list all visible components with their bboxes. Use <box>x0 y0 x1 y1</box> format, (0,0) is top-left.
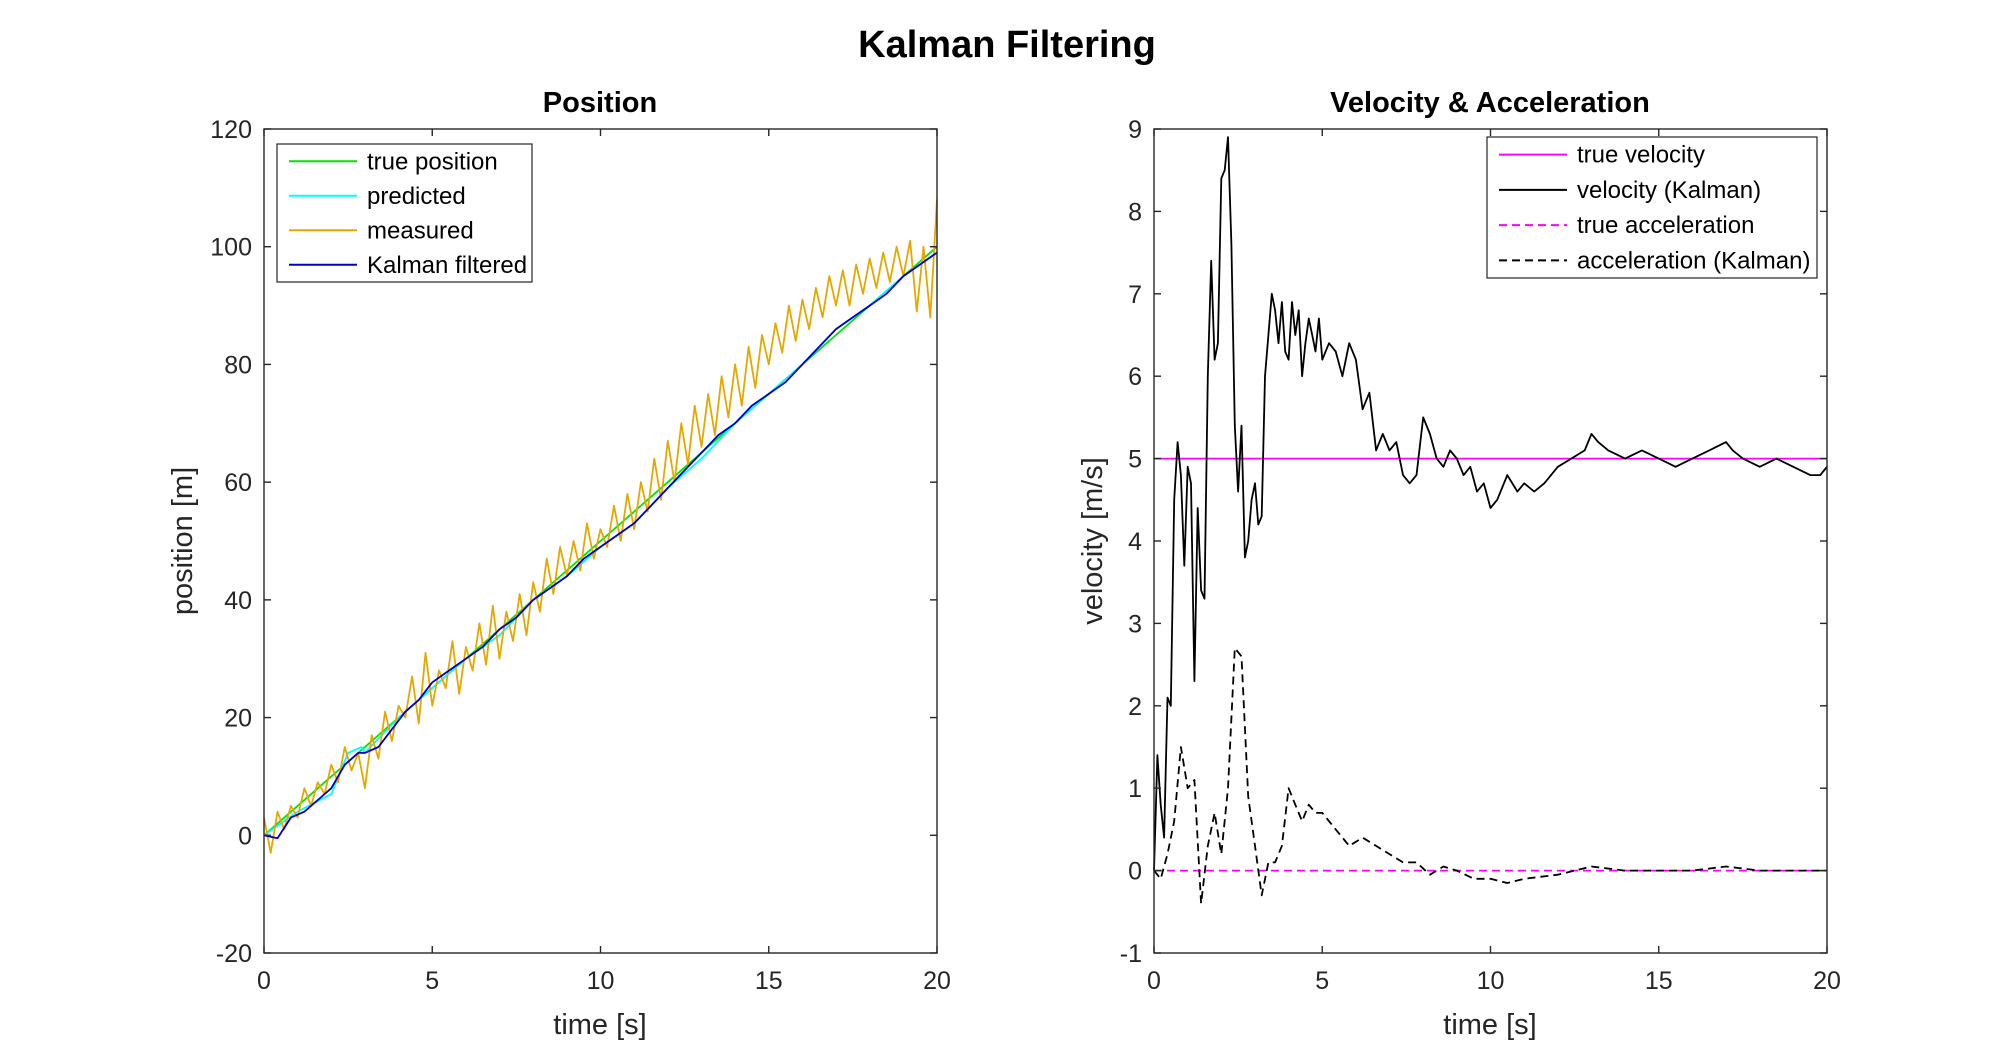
y-tick-label: 4 <box>1128 528 1142 556</box>
x-tick-label: 0 <box>257 967 271 995</box>
legend-entry-true-acceleration: true acceleration <box>1577 212 1754 239</box>
y-tick-label: 8 <box>1128 198 1142 226</box>
y-axis-label: velocity [m/s] <box>1077 457 1109 625</box>
y-axis-label: position [m] <box>167 467 199 615</box>
y-tick-label: 20 <box>224 705 252 733</box>
y-tick-label: 7 <box>1128 281 1142 309</box>
series-group <box>1153 136 1828 905</box>
series-line-acceleration-kalman <box>1153 647 1827 905</box>
y-tick-label: 6 <box>1128 363 1142 391</box>
x-tick-label: 5 <box>425 967 439 995</box>
chart-title: Position <box>543 87 657 119</box>
x-axis-label: time [s] <box>553 1009 646 1041</box>
legend-entry-kalman-filtered: Kalman filtered <box>367 252 527 279</box>
x-tick-label: 20 <box>923 967 951 995</box>
x-tick-label: 15 <box>755 967 783 995</box>
y-tick-label: 120 <box>210 116 252 144</box>
legend-entry-predicted: predicted <box>367 183 466 210</box>
legend-entry-acceleration-kalman: acceleration (Kalman) <box>1577 247 1810 274</box>
series-line-kalman-filtered <box>263 251 938 840</box>
legend-entry-true-velocity: true velocity <box>1577 142 1705 169</box>
legend-entry-true-position: true position <box>367 148 498 175</box>
y-tick-label: 2 <box>1128 693 1142 721</box>
x-tick-label: 10 <box>1477 967 1505 995</box>
series-line-true-position <box>263 246 938 836</box>
series-line-velocity-kalman <box>1153 136 1828 871</box>
legend-box <box>276 143 533 283</box>
y-tick-label: 1 <box>1128 775 1142 803</box>
y-tick-label: 9 <box>1128 116 1142 144</box>
y-tick-label: 80 <box>224 351 252 379</box>
legend-entry-velocity-kalman: velocity (Kalman) <box>1577 177 1761 204</box>
chart-title: Velocity & Acceleration <box>1330 87 1650 119</box>
legend: true position predicted measured Kalman fil… <box>276 143 533 283</box>
series-group <box>263 199 938 854</box>
legend-box <box>1486 136 1818 279</box>
figure-title: Kalman Filtering <box>858 24 1156 66</box>
y-tick-label: 5 <box>1128 446 1142 474</box>
y-tick-label: 60 <box>224 469 252 497</box>
y-tick-label: 0 <box>238 822 252 850</box>
legend-entry-measured: measured <box>367 217 474 244</box>
x-axis-label: time [s] <box>1443 1009 1536 1041</box>
y-tick-label: 0 <box>1128 858 1142 886</box>
x-tick-label: 15 <box>1645 967 1673 995</box>
y-tick-label: 100 <box>210 234 252 262</box>
x-tick-label: 10 <box>587 967 615 995</box>
y-tick-label: 40 <box>224 587 252 615</box>
x-tick-label: 5 <box>1315 967 1329 995</box>
y-tick-label: -20 <box>216 940 252 968</box>
x-tick-label: 0 <box>1147 967 1161 995</box>
legend: true velocity velocity (Kalman) true accel… <box>1486 136 1818 279</box>
series-line-measured <box>263 199 938 854</box>
velocity-acceleration-chart: Velocity & Acceleration 0 5 10 15 20-1012345… <box>1077 87 1841 1041</box>
y-tick-label: 3 <box>1128 610 1142 638</box>
x-tick-label: 20 <box>1813 967 1841 995</box>
y-tick-label: -1 <box>1120 940 1142 968</box>
